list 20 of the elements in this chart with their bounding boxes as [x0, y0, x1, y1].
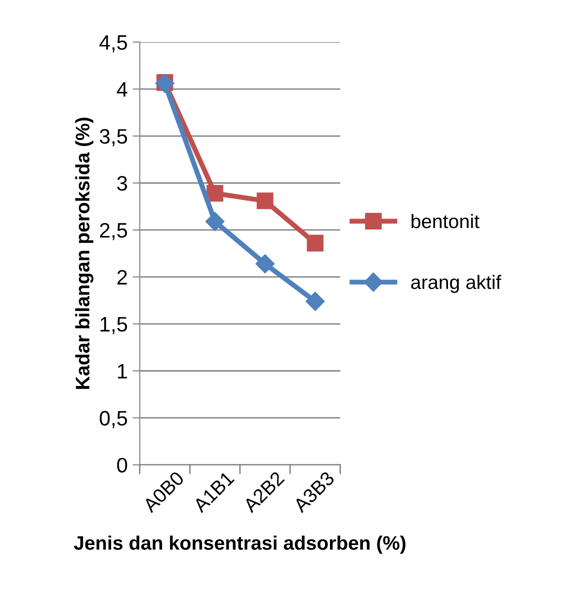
point	[256, 192, 274, 210]
legend-label: bentonit	[412, 214, 480, 228]
y-tick-label: 4,5	[99, 35, 128, 52]
x-axis-title: Jenis dan konsentrasi adsorben (%)	[74, 536, 406, 554]
y-tick-label: 2,5	[100, 222, 128, 240]
y-tick-label: 2	[117, 270, 127, 284]
y-tick-label: 0	[117, 458, 128, 473]
y-tick-label: 3,5	[100, 129, 128, 146]
point	[306, 234, 324, 252]
y-tick-label: 3	[117, 176, 128, 191]
y-axis-title: Kadar bilangan peroksida (%)	[75, 118, 94, 389]
y-tick-label: 1	[118, 364, 127, 378]
y-tick-label: 1,5	[100, 317, 128, 334]
y-tick-label: 4	[116, 82, 128, 97]
point	[256, 254, 275, 274]
point	[306, 292, 325, 311]
point	[206, 185, 224, 202]
legend-label: arang aktif	[411, 274, 502, 293]
y-tick-label: 0,5	[100, 410, 128, 428]
point	[205, 212, 224, 232]
